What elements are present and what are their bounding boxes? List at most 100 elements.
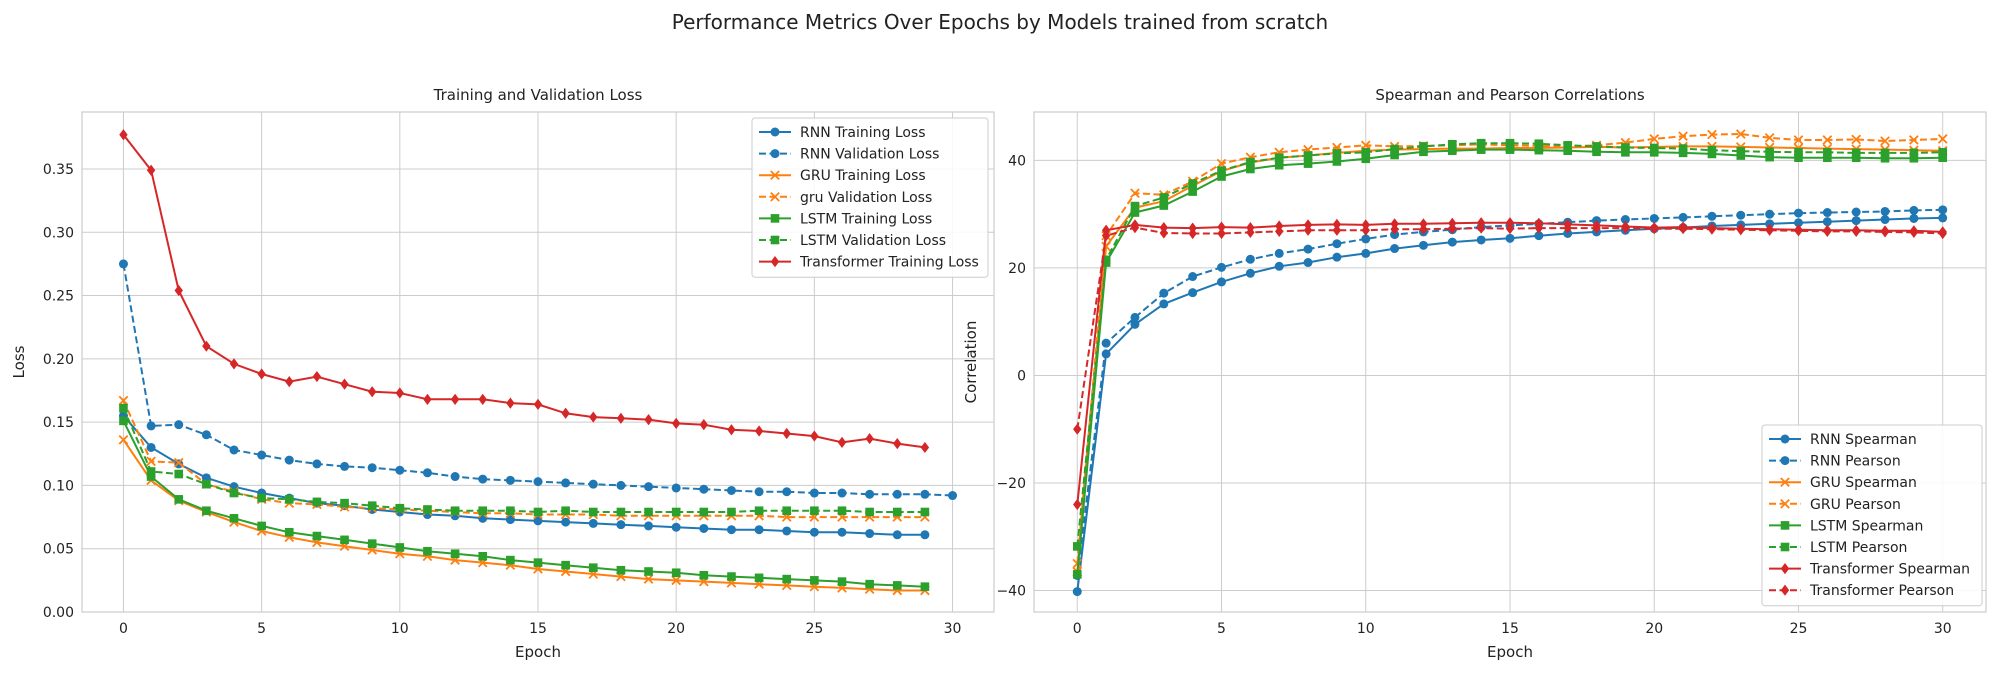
data-point [395, 465, 405, 475]
data-point [1938, 148, 1948, 157]
series-gru-training-loss [118, 435, 930, 596]
y-tick-label: 20 [1008, 261, 1026, 277]
series-line [122, 400, 925, 519]
data-point [1650, 223, 1659, 235]
x-tick-label: 0 [119, 621, 128, 637]
data-point [1765, 147, 1774, 157]
data-point [1649, 134, 1660, 144]
data-point [174, 284, 183, 297]
data-point [1678, 212, 1688, 222]
chart-title: Training and Validation Loss [433, 86, 643, 104]
data-point [1909, 153, 1919, 163]
x-tick-label: 30 [944, 621, 962, 637]
series-lstm-training-loss [119, 416, 930, 591]
data-point [1823, 153, 1832, 162]
data-point [1246, 226, 1255, 239]
data-point [395, 387, 405, 399]
data-point [1073, 423, 1082, 435]
legend-marker [770, 256, 780, 268]
data-point [1476, 235, 1486, 245]
y-tick-label: 0.15 [43, 415, 74, 431]
data-point [1130, 188, 1140, 199]
data-point [1072, 558, 1083, 569]
data-point [1101, 255, 1111, 265]
legend: RNN Training Loss RNN Validation Loss GRU … [751, 117, 989, 278]
data-point [202, 506, 211, 516]
x-tick-label: 0 [1073, 621, 1082, 637]
x-tick-label: 5 [257, 621, 266, 637]
data-point [1880, 215, 1890, 225]
data-point [1476, 145, 1486, 154]
legend-label: LSTM Validation Loss [800, 233, 946, 249]
data-point [1274, 160, 1284, 170]
data-point [1765, 224, 1774, 236]
data-point [1793, 135, 1804, 145]
legend-label: GRU Spearman [1810, 475, 1917, 491]
data-point [588, 518, 598, 528]
data-point [699, 570, 709, 580]
data-point [1938, 205, 1948, 215]
x-tick-label: 20 [667, 621, 685, 637]
data-point [1938, 227, 1947, 240]
data-point [727, 424, 736, 436]
data-point [1448, 139, 1457, 149]
data-point [1592, 222, 1601, 234]
data-point [644, 413, 653, 426]
data-point [1332, 252, 1342, 262]
data-point [1101, 338, 1111, 348]
x-tick-label: 25 [805, 621, 823, 637]
data-point [1361, 234, 1371, 244]
data-point [340, 378, 349, 390]
data-point [893, 438, 902, 450]
data-point [1823, 148, 1832, 157]
legend-marker [1780, 584, 1790, 596]
data-point [118, 259, 128, 269]
data-point [1332, 218, 1342, 230]
data-point [810, 430, 819, 442]
data-point [810, 506, 819, 516]
data-point [1736, 151, 1746, 160]
data-point [588, 563, 598, 572]
data-point [920, 489, 930, 499]
data-point [1361, 224, 1370, 236]
data-point [340, 498, 349, 508]
data-point [1938, 153, 1948, 162]
data-point [202, 340, 211, 352]
data-point [837, 527, 847, 537]
data-point [754, 506, 764, 516]
data-point [1678, 148, 1688, 158]
data-point [1448, 146, 1457, 156]
data-point [1851, 134, 1862, 145]
data-point [1563, 146, 1572, 156]
data-point [1822, 135, 1833, 145]
data-point [1274, 248, 1284, 258]
data-point [1534, 139, 1544, 149]
legend-label: GRU Pearson [1810, 497, 1901, 513]
legend-label: LSTM Pearson [1810, 540, 1907, 556]
data-point [1245, 254, 1255, 264]
data-point [146, 472, 156, 481]
data-point [1592, 147, 1601, 157]
data-point [1793, 208, 1803, 218]
legend-label: RNN Training Loss [800, 125, 926, 141]
data-point [865, 507, 874, 517]
data-point [1188, 227, 1197, 240]
data-point [1707, 145, 1717, 155]
data-point [478, 506, 488, 516]
y-tick-label: 0.05 [43, 542, 74, 558]
legend-marker [1780, 498, 1790, 509]
data-point [1217, 172, 1226, 181]
data-point [1851, 148, 1861, 158]
data-point [478, 393, 487, 405]
data-point [423, 393, 432, 405]
data-point [1332, 239, 1342, 249]
data-point [1303, 224, 1313, 236]
data-point [589, 411, 598, 423]
data-point [1707, 129, 1717, 140]
data-point [119, 129, 128, 141]
data-point [865, 579, 874, 589]
x-tick-label: 25 [1790, 621, 1808, 637]
data-point [1736, 146, 1746, 156]
series-lstm-spearman [1072, 145, 1948, 579]
data-point [1390, 150, 1399, 160]
